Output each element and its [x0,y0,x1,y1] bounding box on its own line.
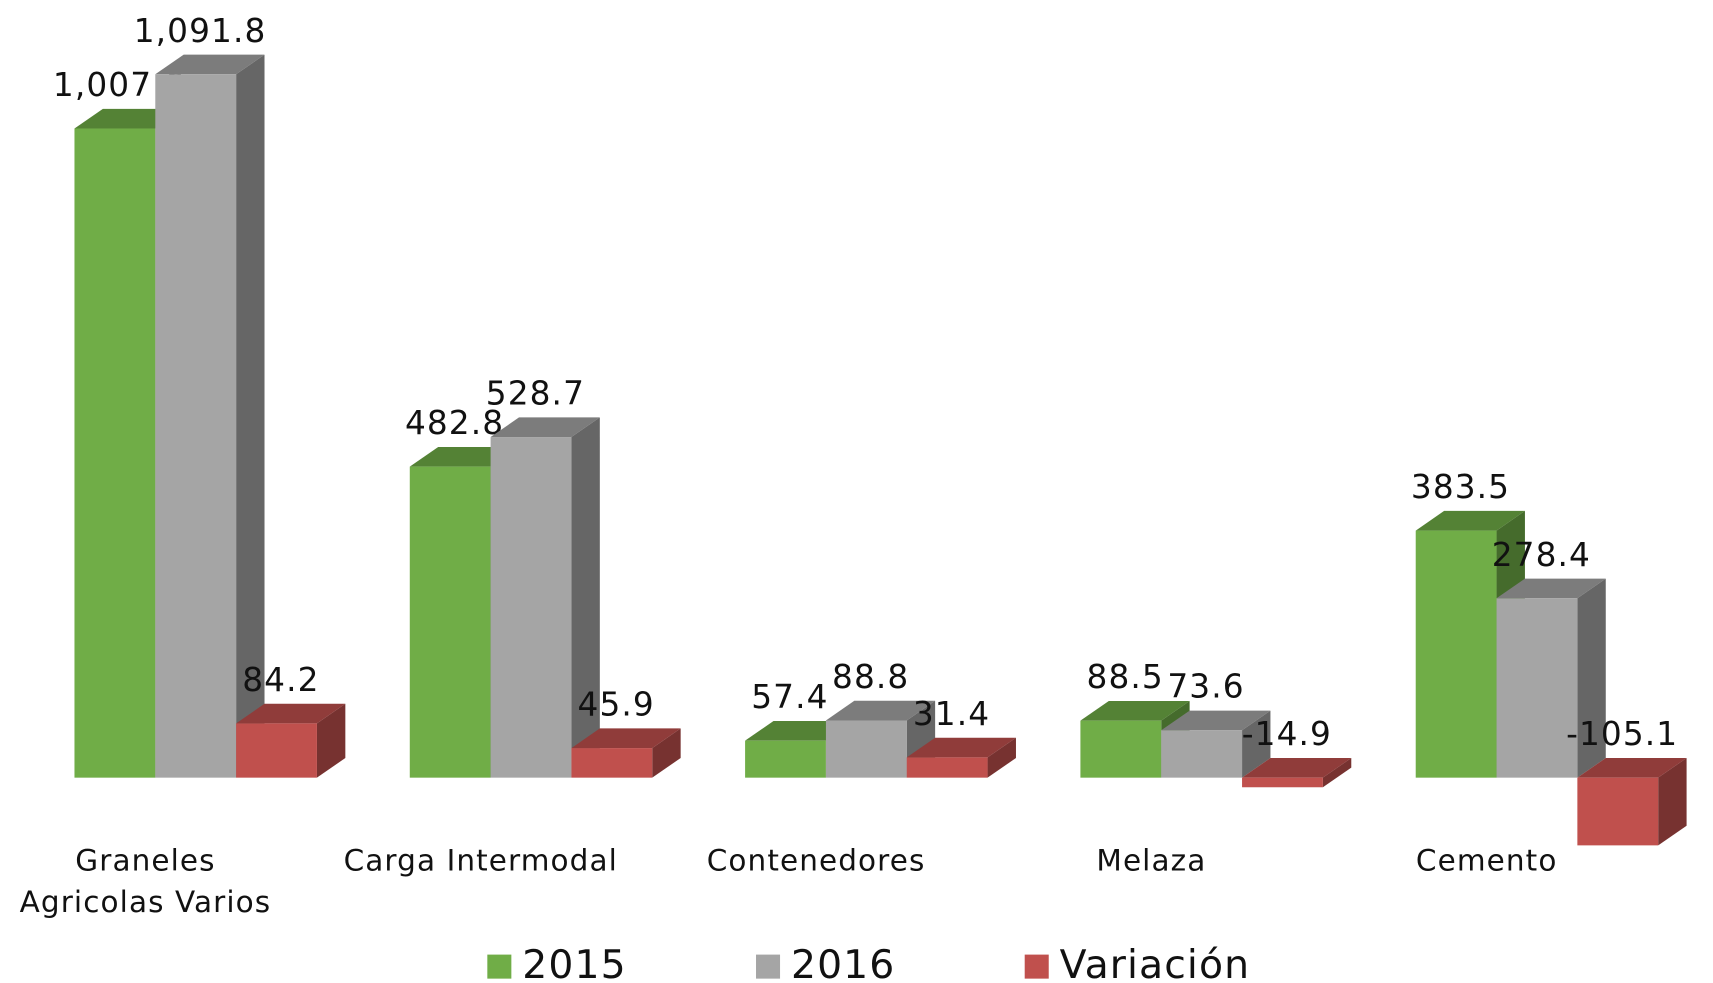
bar-top [571,728,681,749]
legend-label: 2016 [791,943,895,983]
bar-front [1415,530,1497,778]
bar-front [1080,720,1162,778]
bar-front [825,720,907,778]
x-label-box: Cemento [1415,844,1558,879]
bar-side [987,737,1016,778]
bar-side [652,728,681,778]
legend-swatch [756,954,781,979]
x-label-box: Graneles Agricolas Varios [19,844,272,920]
legend-swatch [487,954,512,979]
bar [571,728,681,778]
data-label: -105.1 [1566,715,1678,753]
data-label: 88.8 [832,658,909,696]
bar-front [571,748,653,778]
data-label: 31.4 [913,695,990,733]
legend-label: Variación [1060,943,1250,983]
bar-front [1161,730,1243,778]
bar-top [155,54,265,75]
legend-label: 2015 [522,943,626,983]
data-label: 57.4 [751,678,828,716]
bar-side [571,417,600,778]
bar-side [316,703,346,778]
bar-side [1577,578,1606,778]
data-label: 45.9 [578,686,655,724]
x-label-box: Melaza [1096,844,1207,879]
bar-top [906,737,1016,758]
data-label: 278.4 [1492,536,1591,574]
x-tick-label: Graneles Agricolas Varios [19,844,272,920]
bar [155,54,265,778]
bar [490,417,600,778]
bar-top [1161,710,1271,731]
bar-front [906,757,988,778]
legend-swatch [1024,954,1049,979]
x-tick-label: Melaza [1096,844,1207,879]
bar-front [74,128,156,778]
bar [906,737,1016,778]
bar-top [1496,578,1606,599]
x-label-box: Contenedores [706,844,926,879]
bar-top [1415,510,1525,531]
data-label: 1,091.8 [134,12,267,50]
bar [1242,758,1352,788]
data-label: -14.9 [1242,715,1332,753]
bar-top [1242,758,1352,778]
bar [1496,578,1606,778]
bar-side [1658,758,1687,846]
data-label: 88.5 [1087,658,1164,696]
data-label: 73.6 [1167,668,1244,706]
bar-front [236,723,317,778]
bar-top [1577,758,1687,778]
bar-front [1577,777,1659,846]
data-label: 528.7 [486,375,585,413]
bar [1161,710,1271,778]
bar [1415,510,1525,778]
data-label: 84.2 [242,661,319,699]
bar-front [745,740,826,778]
bar-top [825,700,936,721]
bar-front [1242,777,1323,788]
bar [1577,758,1687,846]
bar-front [155,74,237,778]
x-label-box: Carga Intermodal [343,844,618,879]
bar-side [1242,710,1271,778]
bar-top [490,417,600,438]
bar-front [409,466,491,778]
bar-side [236,54,265,778]
x-tick-label: Cemento [1415,844,1558,879]
bar-side [1322,758,1352,788]
x-tick-label: Carga Intermodal [343,844,618,879]
bar [236,703,346,778]
x-tick-label: Contenedores [706,844,926,879]
data-label: 482.8 [405,404,504,442]
bar-front [490,437,572,778]
bar-top [1080,700,1190,721]
data-label: 383.5 [1411,468,1510,506]
bar-top [236,703,346,724]
bar-front [1496,598,1578,778]
